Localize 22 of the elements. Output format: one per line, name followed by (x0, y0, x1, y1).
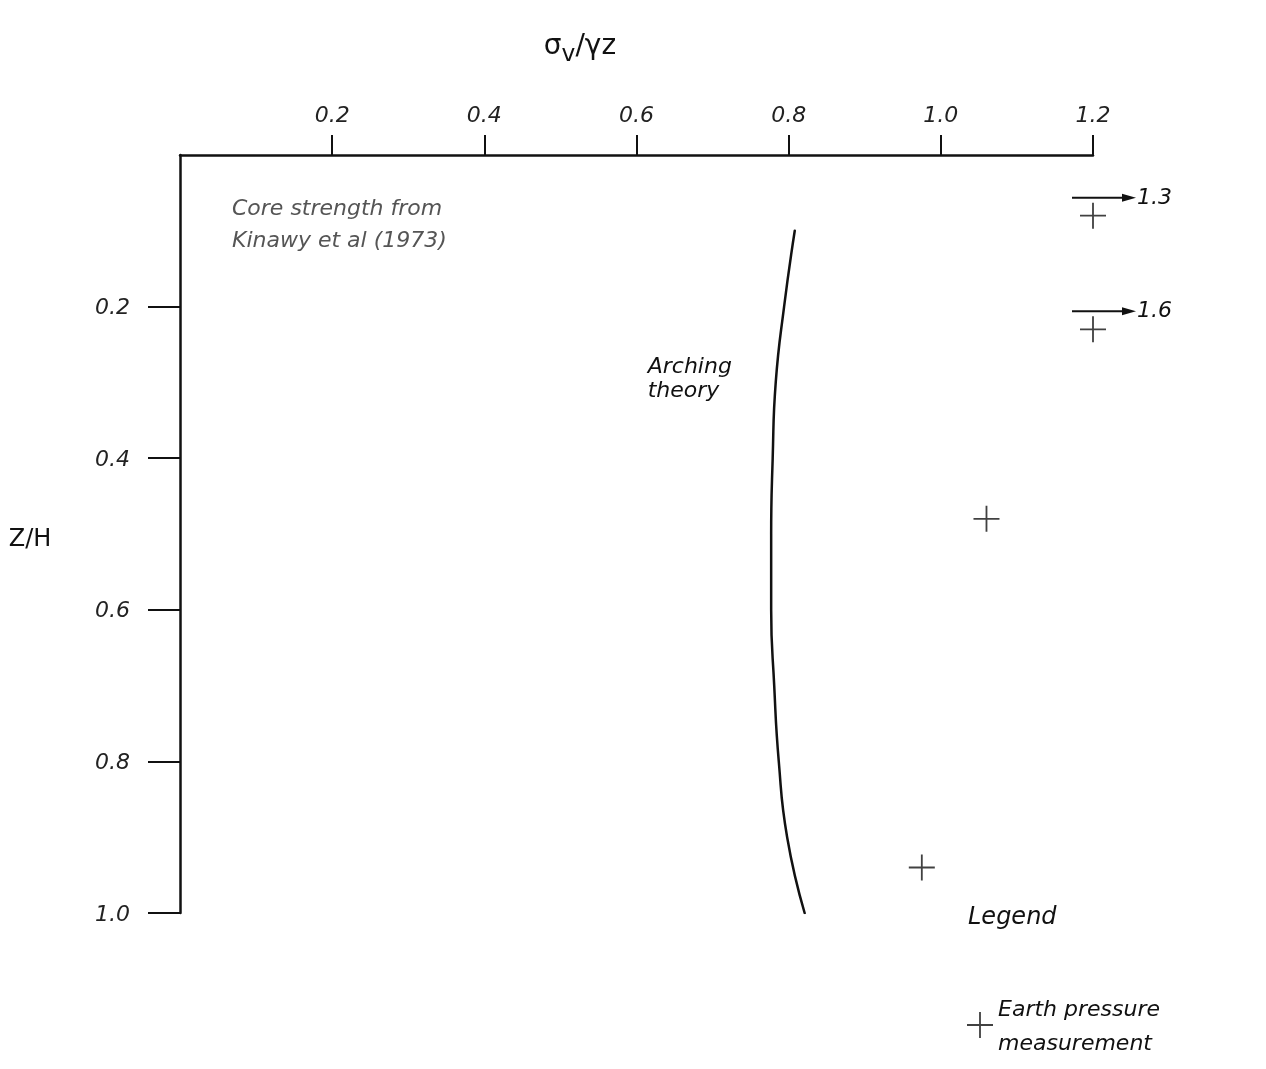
y-axis-title: Z/H (8, 524, 52, 552)
y-tick-label: 1.0 (95, 900, 130, 926)
legend-title: Legend (968, 902, 1057, 930)
y-tick-label: 0.2 (95, 294, 130, 320)
series-label: Arching theory (647, 353, 733, 403)
annotation: 1.6 (1137, 297, 1172, 323)
point (1080, 202, 1106, 229)
x-tick-label: 1.2 (1075, 101, 1111, 127)
x-axis-title: σ$_{v}$/γz (543, 28, 617, 67)
point (1080, 316, 1106, 343)
y-tick-label: 0.8 (95, 748, 130, 774)
x-tick-label: 0.8 (771, 101, 807, 127)
x-tick-label: 1.0 (923, 101, 959, 127)
y-tick-label: 0.4 (95, 445, 130, 471)
line-series (769, 229, 806, 915)
annotation: Core strength from Kinawy et al (1973) (232, 194, 448, 254)
x-tick-label: 0.4 (466, 101, 502, 127)
x-tick-label: 0.6 (619, 101, 654, 127)
legend-label: Earth pressure measurement (998, 995, 1167, 1055)
x-tick-label: 0.2 (314, 101, 350, 127)
y-tick-label: 0.6 (95, 597, 130, 623)
annotation: 1.3 (1137, 183, 1172, 209)
